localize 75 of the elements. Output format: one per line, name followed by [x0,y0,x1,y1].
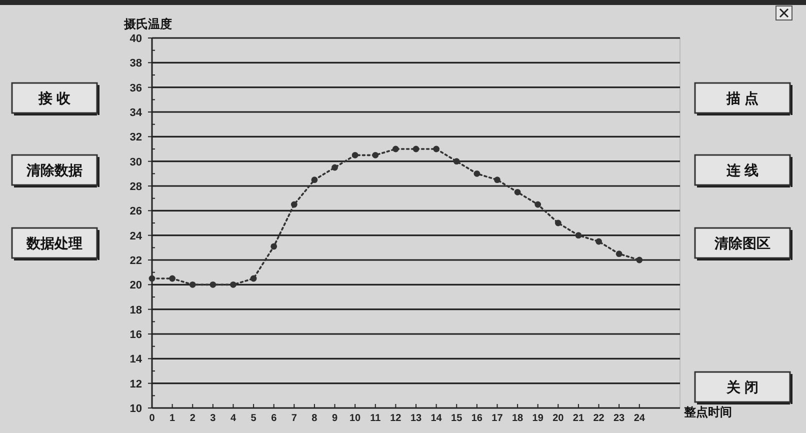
x-tick-label: 2 [190,413,196,424]
point [392,146,399,152]
y-tick-label: 38 [130,58,142,70]
x-tick-label: 6 [271,413,278,424]
y-tick-label: 18 [130,304,142,316]
y-tick-label: 36 [130,82,142,94]
x-tick-label: 7 [291,413,298,424]
point [575,232,582,239]
point [636,256,643,264]
x-tick-label: 19 [532,413,544,424]
x-tick-label: 1 [170,413,176,424]
y-tick-label: 22 [130,255,142,267]
point [250,275,257,282]
y-tick-label: 26 [130,206,142,218]
x-axis-title: 整点时间 [683,405,732,419]
point [514,188,521,196]
point [453,158,460,165]
x-tick-label: 23 [614,413,626,424]
x-tick-label: 18 [512,413,524,424]
y-tick-label: 10 [130,403,142,415]
x-tick-label: 17 [492,413,504,424]
point [352,152,358,158]
point [433,146,440,152]
point [616,250,622,258]
y-tick-label: 34 [130,107,143,119]
x-tick-label: 5 [250,413,257,424]
point [412,146,420,152]
point [332,164,338,171]
x-tick-label: 24 [634,413,646,424]
x-tick-label: 0 [149,413,156,424]
text: 清除图区 [714,235,770,251]
point [474,170,480,177]
x-tick-label: 16 [471,413,483,424]
point [372,152,379,158]
x-tick-label: 15 [451,413,463,424]
point [596,238,602,245]
text: 数据处理 [26,235,82,251]
x-tick-label: 9 [332,413,338,424]
text: 连 线 [726,162,758,178]
x-tick-label: 20 [552,413,564,424]
point [554,220,562,226]
point [494,176,500,184]
point [290,201,298,208]
x-tick-label: 3 [210,413,216,424]
y-tick-label: 12 [130,378,142,390]
y-tick-label: 24 [130,230,143,242]
point [270,243,278,250]
x-tick-label: 11 [370,413,382,424]
text: 关 闭 [726,379,758,395]
point [311,176,318,184]
x-tick-label: 21 [572,413,584,424]
y-tick-label: 32 [130,132,142,144]
x-tick-label: 12 [390,413,402,424]
point [210,281,216,288]
x-tick-label: 8 [312,413,318,424]
point [189,281,196,288]
y-tick-label: 20 [130,280,142,292]
y-tick-label: 16 [130,329,142,341]
x-tick-label: 4 [230,413,236,424]
point [148,275,156,282]
y-tick-label: 28 [130,181,142,193]
text: 清除数据 [26,162,82,178]
x-tick-label: 13 [410,413,422,424]
y-tick-label: 14 [130,354,143,366]
point [534,201,542,208]
text: 描 点 [726,90,758,106]
x-tick-label: 22 [593,413,605,424]
point [169,275,176,282]
y-tick-label: 40 [130,33,142,45]
x-tick-label: 10 [350,413,362,424]
point [230,281,236,288]
y-axis-title: 摄氏温度 [123,17,172,31]
x-tick-label: 14 [430,413,442,424]
y-tick-label: 30 [130,156,142,168]
text: 接 收 [38,90,72,106]
